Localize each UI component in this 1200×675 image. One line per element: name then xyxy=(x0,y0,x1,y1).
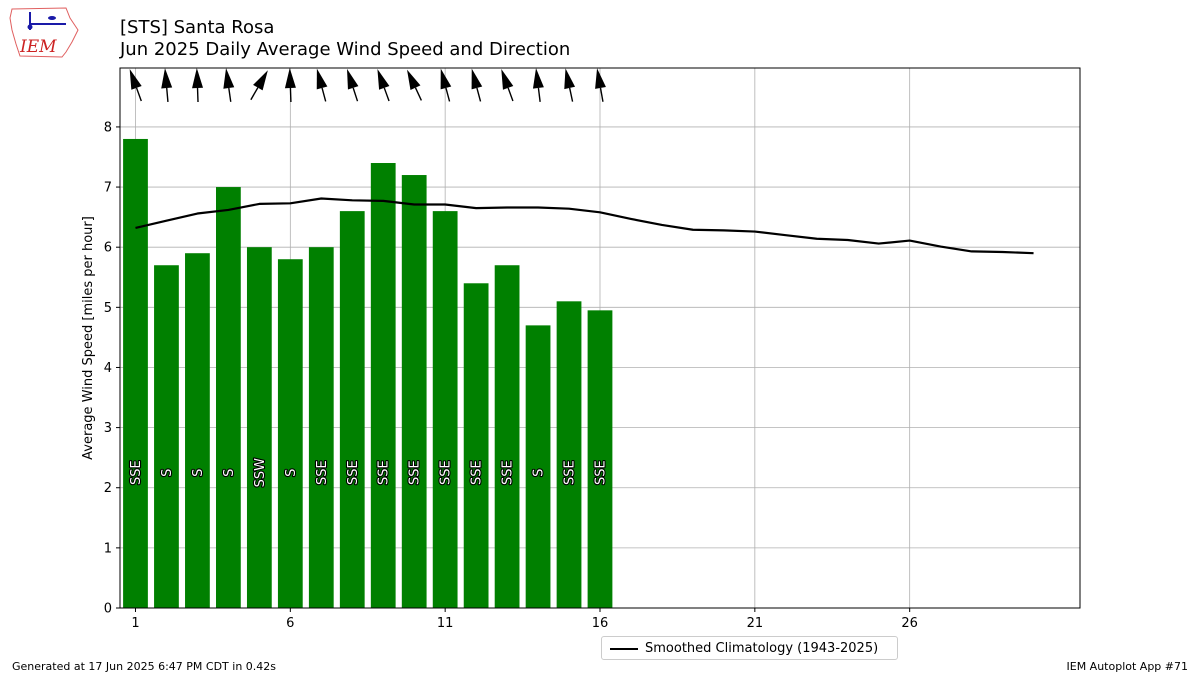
direction-arrow-shaft xyxy=(166,87,169,102)
wind-bar xyxy=(339,211,365,608)
direction-label: SSE xyxy=(377,460,392,485)
direction-label: S xyxy=(222,469,237,477)
direction-arrow-head xyxy=(129,69,142,90)
wind-bar xyxy=(308,247,334,608)
direction-arrow-shaft xyxy=(537,87,541,102)
chart-title: [STS] Santa Rosa xyxy=(120,17,275,38)
direction-arrow-head xyxy=(192,68,204,89)
direction-arrow-shaft xyxy=(250,87,259,101)
y-tick-label: 0 xyxy=(104,602,112,617)
direction-arrow-head xyxy=(377,69,390,90)
wind-bar xyxy=(463,283,489,608)
direction-arrow-shaft xyxy=(445,87,451,102)
climatology-line xyxy=(135,197,1034,255)
direction-arrow-head xyxy=(595,68,606,89)
footer-generated: Generated at 17 Jun 2025 6:47 PM CDT in … xyxy=(12,660,277,673)
direction-labels: SSE S S S SSW S SSE SSE SSE SSE SSE SSE SSE S SSE SSE xyxy=(128,457,610,489)
direction-arrow-head xyxy=(407,69,421,91)
logo-circle xyxy=(27,24,33,30)
direction-arrow-shaft xyxy=(507,87,514,102)
direction-label: SSE xyxy=(501,460,516,485)
direction-arrow-head xyxy=(471,68,483,90)
direction-arrow-shaft xyxy=(352,87,359,102)
direction-label: S xyxy=(160,469,175,477)
wind-bar xyxy=(432,211,458,608)
wind-bar xyxy=(277,259,303,608)
direction-arrow-shaft xyxy=(383,87,390,102)
direction-arrow-shaft xyxy=(414,87,423,101)
direction-arrow-head xyxy=(223,68,235,89)
wind-bar xyxy=(525,325,551,608)
chart-subtitle: Jun 2025 Daily Average Wind Speed and Di… xyxy=(120,39,571,60)
x-tick-label: 26 xyxy=(901,616,918,631)
climatology-series xyxy=(135,197,1034,255)
direction-arrow-shaft xyxy=(321,87,327,102)
x-tick-label: 6 xyxy=(286,616,294,631)
x-tick-label: 16 xyxy=(592,616,609,631)
direction-arrow-head xyxy=(440,68,452,90)
direction-arrow-shaft xyxy=(568,87,574,102)
direction-label: S xyxy=(532,469,547,477)
direction-label: SSE xyxy=(594,460,609,485)
direction-arrow-head xyxy=(564,68,576,90)
wind-bar xyxy=(154,265,179,608)
direction-arrow-shaft xyxy=(476,87,482,102)
direction-arrow-head xyxy=(347,68,359,90)
direction-label: SSE xyxy=(563,460,578,485)
direction-arrow-head xyxy=(501,69,514,90)
direction-arrows xyxy=(129,68,606,103)
direction-label: SSE xyxy=(129,460,144,485)
y-tick-label: 7 xyxy=(104,181,112,196)
wind-bar xyxy=(587,310,613,608)
wind-bar xyxy=(401,175,427,609)
iowa-outline xyxy=(9,7,79,58)
x-tick-label: 21 xyxy=(747,616,764,631)
wind-bar xyxy=(123,138,148,608)
y-tick-label: 4 xyxy=(104,361,112,376)
y-tick-label: 1 xyxy=(104,541,112,556)
iem-logo: IEM xyxy=(9,7,79,58)
y-tick-label: 3 xyxy=(104,421,112,436)
direction-label: SSE xyxy=(470,460,485,485)
direction-arrow-shaft xyxy=(135,87,142,102)
wind-bar xyxy=(370,163,396,608)
y-tick-label: 5 xyxy=(104,301,112,316)
direction-arrow-head xyxy=(284,68,296,89)
legend: Smoothed Climatology (1943-2025) xyxy=(601,636,898,660)
direction-arrow-head xyxy=(161,68,173,89)
x-tick-label: 1 xyxy=(131,616,139,631)
x-tick-label: 11 xyxy=(437,616,454,631)
direction-arrow-head xyxy=(532,68,544,89)
direction-label: S xyxy=(284,469,299,477)
y-tick-label: 8 xyxy=(104,120,112,135)
wind-bar xyxy=(494,265,520,608)
y-tick-label: 2 xyxy=(104,481,112,496)
direction-label: SSW xyxy=(253,458,268,488)
legend-entry-climatology: Smoothed Climatology (1943-2025) xyxy=(645,641,879,656)
direction-label: SSE xyxy=(315,460,330,485)
y-axis-label: Average Wind Speed [miles per hour] xyxy=(81,216,96,460)
bar-series xyxy=(123,138,613,609)
direction-arrow-head xyxy=(316,68,328,90)
direction-label: S xyxy=(191,469,206,477)
wind-bar xyxy=(185,253,210,608)
direction-label: SSE xyxy=(346,460,361,485)
logo-dot xyxy=(48,16,56,20)
wind-bar xyxy=(246,247,272,608)
direction-label: SSE xyxy=(439,460,454,485)
y-tick-label: 6 xyxy=(104,241,112,256)
legend-line-swatch xyxy=(610,648,638,650)
wind-bar xyxy=(556,301,582,608)
direction-arrow-head xyxy=(253,70,268,91)
logo-text: IEM xyxy=(19,37,57,57)
wind-bar xyxy=(216,187,241,609)
direction-label: SSE xyxy=(408,460,423,485)
direction-arrow-shaft xyxy=(599,87,604,102)
footer-app-id: IEM Autoplot App #71 xyxy=(1066,660,1189,673)
direction-arrow-shaft xyxy=(228,87,232,102)
